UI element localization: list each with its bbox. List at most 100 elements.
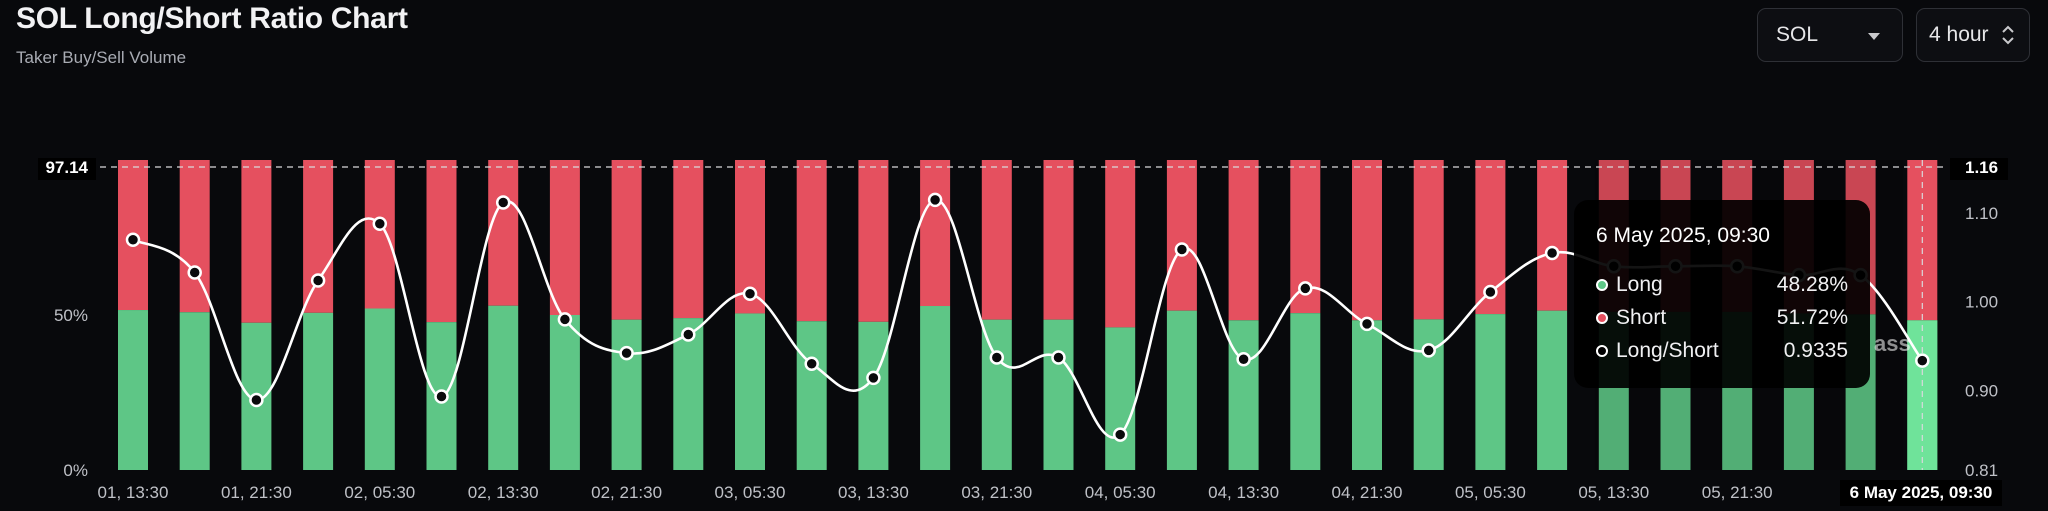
x-tick-label: 03, 05:30 <box>715 483 786 502</box>
x-tick-label: 05, 21:30 <box>1702 483 1773 502</box>
y-left-max-badge <box>38 158 96 180</box>
x-tick-label: 05, 13:30 <box>1578 483 1649 502</box>
ratio-point <box>1915 353 1930 368</box>
watermark-text: ass <box>1874 331 1911 356</box>
ratio-point <box>125 232 141 247</box>
long-bar <box>426 322 457 470</box>
page-subtitle: Taker Buy/Sell Volume <box>16 48 187 67</box>
ratio-point <box>187 265 202 280</box>
y-left-tick: 0% <box>63 461 88 480</box>
short-bar <box>549 160 580 315</box>
short-bar <box>858 160 889 322</box>
chart-tooltip: 6 May 2025, 09:30 Long 48.28% Short 51.7… <box>1574 200 1870 388</box>
tooltip-row-ratio: Long/Short 0.9335 <box>1596 334 1848 367</box>
long-bar <box>611 319 642 470</box>
ratio-point <box>866 370 881 386</box>
x-tick-label: 01, 21:30 <box>221 483 292 502</box>
long-bar <box>549 315 580 470</box>
x-tick-label: 01, 13:30 <box>98 483 169 502</box>
ratio-point <box>742 286 758 301</box>
short-bar <box>1352 160 1382 321</box>
tooltip-ratio-value: 0.9335 <box>1783 338 1848 362</box>
ratio-point <box>434 389 449 404</box>
short-bar <box>1907 160 1938 321</box>
short-bar <box>735 160 765 314</box>
short-bar <box>1290 160 1321 314</box>
short-bar <box>118 160 148 311</box>
x-tick-label: 04, 05:30 <box>1085 483 1156 502</box>
short-bar <box>488 160 519 306</box>
short-bar <box>796 160 827 322</box>
ratio-point <box>1174 242 1190 257</box>
x-tick-label: 04, 13:30 <box>1208 483 1279 502</box>
short-bar <box>241 160 272 323</box>
ratio-point <box>1236 352 1251 367</box>
ratio-legend-dot <box>1596 344 1608 357</box>
short-bar <box>1166 160 1197 311</box>
long-bar <box>981 319 1012 470</box>
y-right-tick: 1.10 <box>1965 204 1998 223</box>
long-bar <box>1043 319 1074 470</box>
y-right-tick: 0.81 <box>1965 461 1998 480</box>
long-bar <box>1166 310 1197 470</box>
short-bar <box>426 160 457 323</box>
ratio-point <box>495 195 511 210</box>
long-bar <box>1290 313 1321 470</box>
tooltip-row-long: Long 48.28% <box>1596 268 1848 301</box>
long-bar <box>1413 319 1444 470</box>
ratio-point <box>1421 343 1436 358</box>
symbol-select-value: SOL <box>1776 23 1819 46</box>
long-bar <box>364 308 395 470</box>
x-tick-label: 02, 05:30 <box>344 483 415 502</box>
highlighted-long-bar <box>1907 320 1938 470</box>
tooltip-short-label: Short <box>1616 305 1667 329</box>
page-title: SOL Long/Short Ratio Chart <box>16 2 408 35</box>
long-bar <box>920 306 951 470</box>
symbol-select[interactable]: SOL <box>1757 8 1903 62</box>
x-tick-label: 02, 13:30 <box>468 483 539 502</box>
ratio-point <box>681 327 696 342</box>
x-tick-label: 04, 21:30 <box>1332 483 1403 502</box>
ratio-point <box>1112 427 1128 442</box>
interval-select-value: 4 hour <box>1929 23 1989 46</box>
tooltip-row-short: Short 51.72% <box>1596 301 1848 334</box>
long-bar <box>118 310 148 470</box>
long-bar <box>179 312 210 470</box>
short-bar <box>1413 160 1444 320</box>
y-right-max-label: 1.16 <box>1965 158 1998 177</box>
ratio-point <box>989 350 1005 365</box>
long-bar <box>1105 327 1136 470</box>
interval-select[interactable]: 4 hour <box>1916 8 2030 62</box>
ratio-point <box>557 312 573 327</box>
x-tick-label: 02, 21:30 <box>591 483 662 502</box>
long-bar <box>241 322 272 470</box>
ratio-point <box>1051 350 1066 365</box>
y-right-tick: 0.90 <box>1965 381 1998 400</box>
ratio-point <box>1298 281 1313 296</box>
ratio-point <box>249 392 264 408</box>
long-bar <box>735 313 765 470</box>
ratio-point <box>310 273 326 288</box>
long-bar <box>1228 320 1259 470</box>
long-bar <box>673 318 704 470</box>
short-bar <box>981 160 1012 320</box>
up-down-chevron-icon <box>2002 25 2014 45</box>
long-bar <box>1475 314 1506 470</box>
short-bar <box>1105 160 1136 328</box>
long-bar <box>488 305 519 470</box>
y-left-max-label: 97.14 <box>45 158 88 177</box>
ratio-point <box>1544 245 1560 261</box>
ratio-point <box>372 216 388 232</box>
short-bar <box>920 160 951 307</box>
ratio-point <box>927 192 943 208</box>
y-right-tick: 1.00 <box>1965 293 1998 312</box>
tooltip-title: 6 May 2025, 09:30 <box>1596 224 1770 247</box>
ratio-point <box>1359 316 1375 332</box>
short-bar <box>1043 160 1074 320</box>
long-bar <box>796 321 827 470</box>
long-bar <box>858 321 889 470</box>
long-legend-dot <box>1596 278 1608 291</box>
x-tick-label: 03, 13:30 <box>838 483 909 502</box>
x-tick-label: 05, 05:30 <box>1455 483 1526 502</box>
y-left-tick: 50% <box>54 306 88 325</box>
